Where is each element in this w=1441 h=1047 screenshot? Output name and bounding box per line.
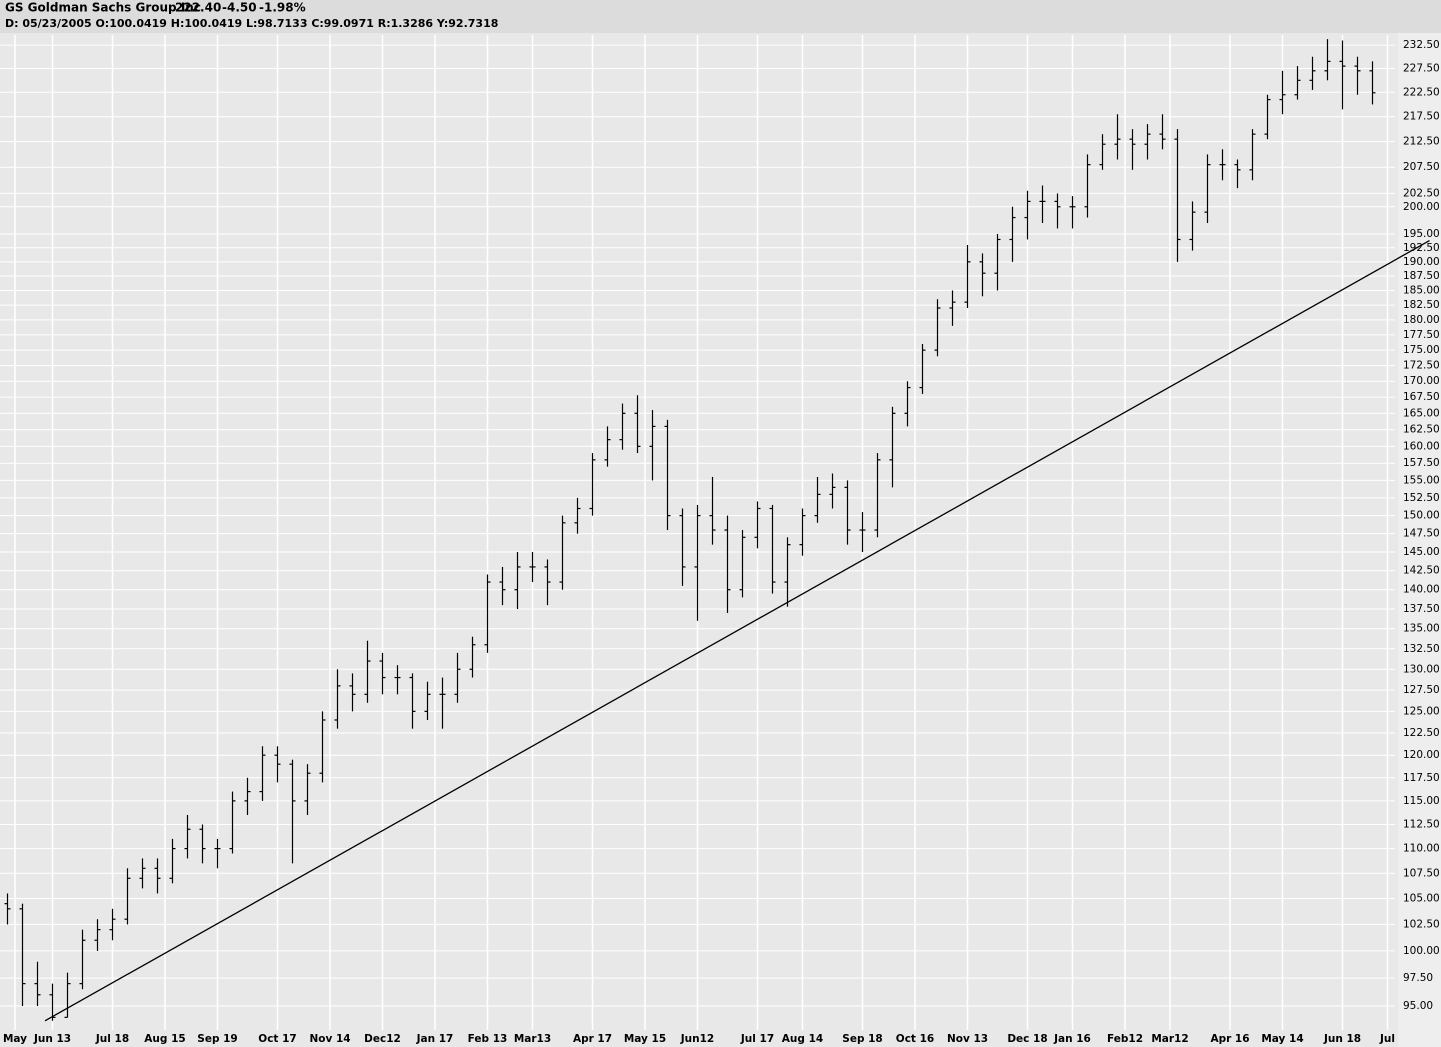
last-price: 222.40 bbox=[175, 1, 221, 15]
y-tick-label: 165.00 bbox=[1403, 407, 1440, 419]
header-bar bbox=[0, 0, 1441, 33]
x-tick-label: Feb 13 bbox=[468, 1033, 508, 1045]
x-tick-label: Jun12 bbox=[680, 1033, 714, 1045]
y-tick-label: 185.00 bbox=[1403, 284, 1440, 296]
x-tick-label: May 14 bbox=[1261, 1033, 1303, 1045]
y-tick-label: 207.50 bbox=[1403, 161, 1440, 173]
x-tick-label: Aug 14 bbox=[782, 1033, 823, 1045]
y-tick-label: 187.50 bbox=[1403, 270, 1440, 282]
y-tick-label: 127.50 bbox=[1403, 684, 1440, 696]
x-tick-label: Nov 14 bbox=[309, 1033, 350, 1045]
x-tick-label: Apr 17 bbox=[573, 1033, 612, 1045]
axis-panel bbox=[1398, 33, 1441, 1047]
y-tick-label: 117.50 bbox=[1403, 772, 1440, 784]
x-tick-label: Mar13 bbox=[514, 1033, 551, 1045]
y-tick-label: 177.50 bbox=[1403, 329, 1440, 341]
bar-info: D: 05/23/2005 O:100.0419 H:100.0419 L:98… bbox=[5, 17, 498, 30]
y-tick-label: 97.50 bbox=[1403, 972, 1433, 984]
x-tick-label: May bbox=[3, 1033, 27, 1045]
y-tick-label: 110.00 bbox=[1403, 843, 1440, 855]
y-tick-label: 102.50 bbox=[1403, 918, 1440, 930]
y-tick-label: 130.00 bbox=[1403, 663, 1440, 675]
y-tick-label: 172.50 bbox=[1403, 360, 1440, 372]
y-tick-label: 170.00 bbox=[1403, 375, 1440, 387]
y-tick-label: 157.50 bbox=[1403, 457, 1440, 469]
y-tick-label: 162.50 bbox=[1403, 424, 1440, 436]
x-tick-label: Nov 13 bbox=[947, 1033, 988, 1045]
y-tick-label: 142.50 bbox=[1403, 565, 1440, 577]
x-tick-label: Apr 16 bbox=[1210, 1033, 1249, 1045]
x-tick-label: Sep 19 bbox=[197, 1033, 237, 1045]
x-tick-label: Feb12 bbox=[1107, 1033, 1143, 1045]
y-tick-label: 195.00 bbox=[1403, 228, 1440, 240]
y-tick-label: 100.00 bbox=[1403, 945, 1440, 957]
y-tick-label: 107.50 bbox=[1403, 867, 1440, 879]
trendline bbox=[44, 240, 1430, 1022]
x-tick-label: Jul bbox=[1379, 1033, 1395, 1045]
x-tick-label: Jan 17 bbox=[416, 1033, 454, 1045]
x-tick-label: Jan 16 bbox=[1053, 1033, 1091, 1045]
y-tick-label: 145.00 bbox=[1403, 546, 1440, 558]
y-tick-label: 147.50 bbox=[1403, 528, 1440, 540]
y-tick-label: 212.50 bbox=[1403, 136, 1440, 148]
y-tick-label: 160.00 bbox=[1403, 440, 1440, 452]
y-tick-label: 217.50 bbox=[1403, 111, 1440, 123]
price-change: -4.50 bbox=[222, 1, 257, 15]
y-tick-label: 137.50 bbox=[1403, 603, 1440, 615]
x-tick-label: Sep 18 bbox=[842, 1033, 882, 1045]
x-tick-label: Jun 18 bbox=[1323, 1033, 1361, 1045]
x-tick-label: Mar12 bbox=[1151, 1033, 1188, 1045]
x-tick-label: Dec 18 bbox=[1007, 1033, 1047, 1045]
y-tick-label: 105.00 bbox=[1403, 893, 1440, 905]
y-tick-label: 115.00 bbox=[1403, 795, 1440, 807]
y-tick-label: 112.50 bbox=[1403, 818, 1440, 830]
y-tick-label: 125.00 bbox=[1403, 705, 1440, 717]
y-tick-label: 167.50 bbox=[1403, 391, 1440, 403]
y-tick-label: 222.50 bbox=[1403, 86, 1440, 98]
y-tick-label: 150.00 bbox=[1403, 510, 1440, 522]
y-tick-label: 175.00 bbox=[1403, 344, 1440, 356]
y-tick-label: 227.50 bbox=[1403, 62, 1440, 74]
y-tick-label: 155.00 bbox=[1403, 474, 1440, 486]
x-tick-label: Jul 18 bbox=[95, 1033, 129, 1045]
x-tick-label: Jul 17 bbox=[740, 1033, 774, 1045]
y-tick-label: 232.50 bbox=[1403, 39, 1440, 51]
y-tick-label: 132.50 bbox=[1403, 643, 1440, 655]
y-tick-label: 190.00 bbox=[1403, 256, 1440, 268]
y-tick-label: 120.00 bbox=[1403, 749, 1440, 761]
price-change-pct: -1.98% bbox=[259, 1, 306, 15]
x-tick-label: May 15 bbox=[624, 1033, 666, 1045]
x-tick-label: Oct 16 bbox=[896, 1033, 934, 1045]
y-tick-label: 202.50 bbox=[1403, 187, 1440, 199]
y-tick-label: 140.00 bbox=[1403, 584, 1440, 596]
y-tick-label: 152.50 bbox=[1403, 492, 1440, 504]
y-tick-label: 200.00 bbox=[1403, 201, 1440, 213]
y-tick-label: 135.00 bbox=[1403, 623, 1440, 635]
x-tick-label: Jun 13 bbox=[33, 1033, 71, 1045]
y-tick-label: 182.50 bbox=[1403, 299, 1440, 311]
y-tick-label: 95.00 bbox=[1403, 1000, 1433, 1012]
y-tick-label: 122.50 bbox=[1403, 727, 1440, 739]
x-tick-label: Dec12 bbox=[364, 1033, 401, 1045]
x-tick-label: Oct 17 bbox=[258, 1033, 296, 1045]
x-tick-label: Aug 15 bbox=[144, 1033, 185, 1045]
chart-title: GS Goldman Sachs Group Inc bbox=[5, 1, 201, 15]
y-tick-label: 180.00 bbox=[1403, 314, 1440, 326]
